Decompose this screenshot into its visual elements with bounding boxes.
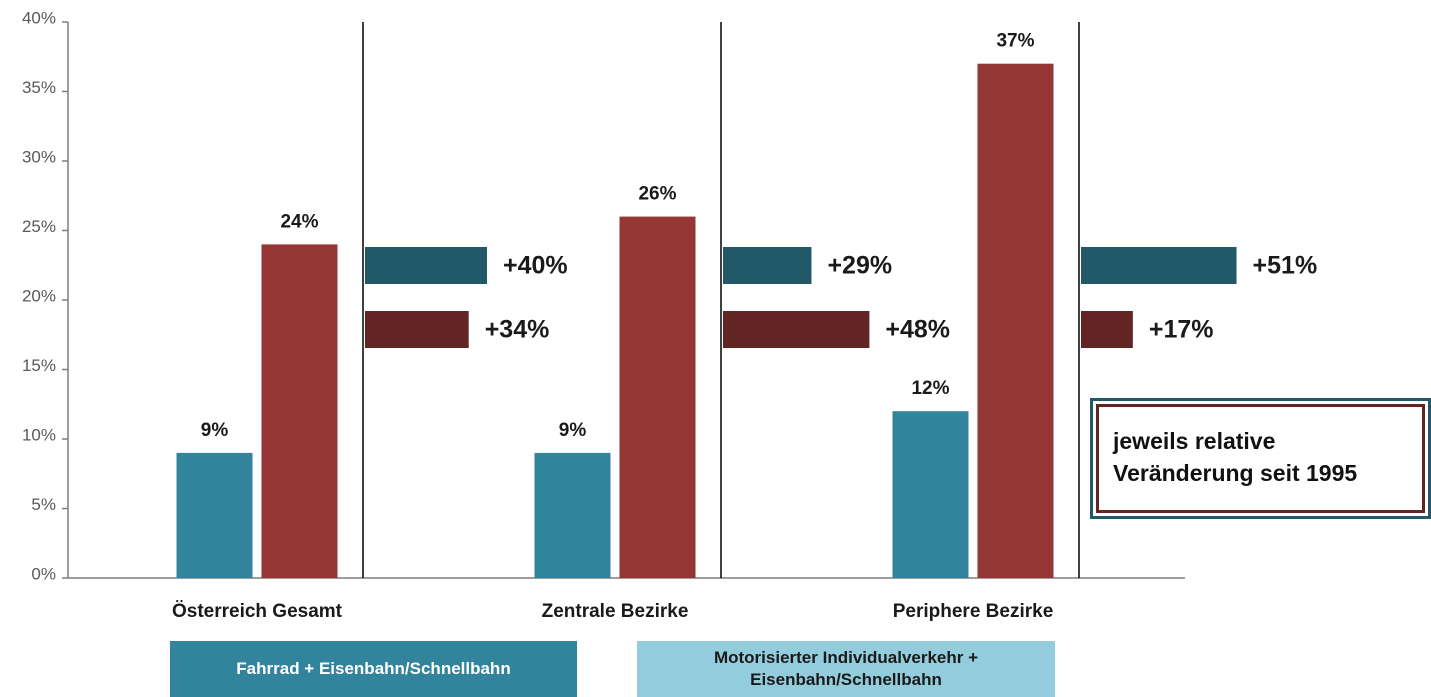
y-tick-label: 20% bbox=[22, 286, 56, 305]
change-label: +48% bbox=[885, 316, 950, 344]
bar bbox=[892, 411, 969, 578]
change-bar bbox=[365, 311, 469, 348]
y-tick-label: 15% bbox=[22, 356, 56, 375]
change-label: +40% bbox=[503, 252, 568, 280]
data-label: 26% bbox=[638, 184, 676, 205]
change-bar bbox=[723, 247, 812, 284]
y-tick-label: 10% bbox=[22, 425, 56, 444]
bar bbox=[261, 244, 338, 578]
change-label: +51% bbox=[1253, 252, 1318, 280]
change-bar bbox=[723, 311, 870, 348]
bar bbox=[176, 452, 253, 578]
y-tick-label: 5% bbox=[31, 495, 56, 514]
bar bbox=[534, 452, 611, 578]
annotation-box: jeweils relative Veränderung seit 1995 bbox=[1090, 398, 1431, 519]
data-label: 24% bbox=[280, 211, 318, 232]
change-label: +17% bbox=[1149, 316, 1214, 344]
y-tick-label: 35% bbox=[22, 78, 56, 97]
y-tick-label: 30% bbox=[22, 147, 56, 166]
bar bbox=[977, 63, 1054, 578]
change-label: +34% bbox=[485, 316, 550, 344]
x-tick-label: Periphere Bezirke bbox=[893, 601, 1054, 622]
y-tick-label: 40% bbox=[22, 8, 56, 27]
data-label: 37% bbox=[996, 31, 1034, 52]
annotation: jeweils relative Veränderung seit 1995 bbox=[1096, 404, 1425, 513]
x-tick-label: Österreich Gesamt bbox=[172, 601, 343, 622]
change-bar bbox=[365, 247, 487, 284]
y-tick-label: 25% bbox=[22, 217, 56, 236]
data-label: 9% bbox=[559, 420, 587, 441]
change-label: +29% bbox=[827, 252, 892, 280]
y-tick-label: 0% bbox=[31, 564, 56, 583]
change-bar bbox=[1081, 247, 1237, 284]
legend-entry: Fahrrad + Eisenbahn/Schnellbahn bbox=[170, 641, 577, 697]
data-label: 9% bbox=[201, 420, 229, 441]
x-tick-label: Zentrale Bezirke bbox=[542, 601, 689, 622]
change-bar bbox=[1081, 311, 1133, 348]
bar bbox=[619, 216, 696, 578]
data-label: 12% bbox=[911, 378, 949, 399]
legend-entry: Motorisierter Individualverkehr + Eisenb… bbox=[637, 641, 1055, 697]
